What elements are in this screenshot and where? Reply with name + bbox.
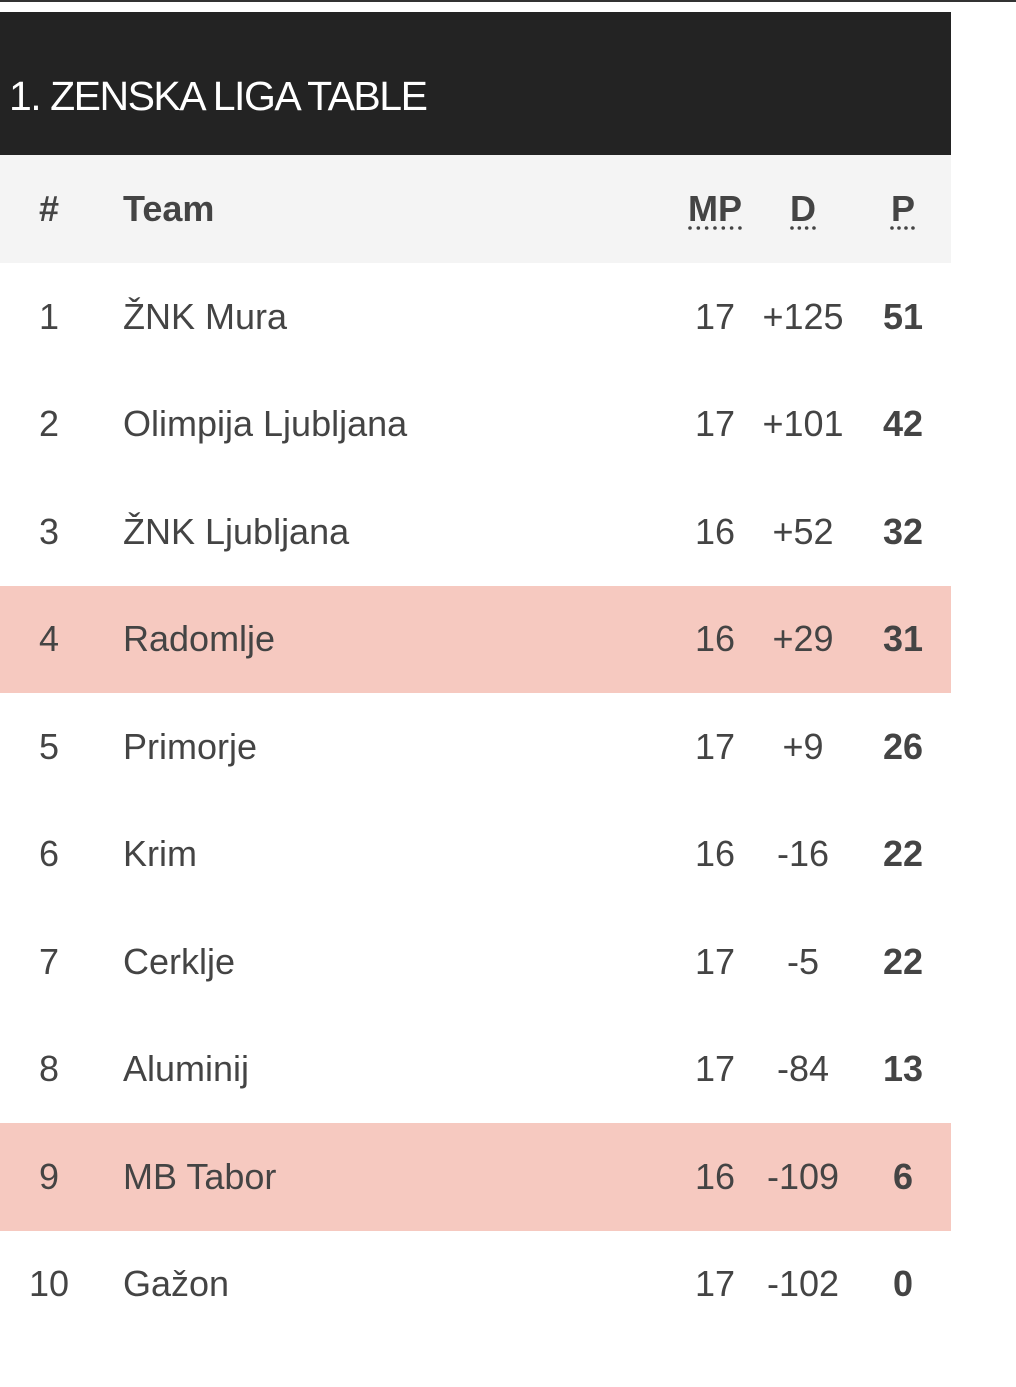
position-cell: 5 (38, 725, 60, 767)
table-row[interactable]: 1 ŽNK Mura 17 +125 51 (0, 263, 951, 371)
goal-difference-cell: +52 (772, 510, 834, 552)
goal-difference-cell: -84 (776, 1048, 830, 1090)
points-cell: 42 (882, 403, 924, 445)
table-row[interactable]: 4 Radomlje 16 +29 31 (0, 585, 951, 693)
table-title-bar: 1. ZENSKA LIGA TABLE (0, 12, 951, 155)
position-cell: 3 (38, 510, 60, 552)
table-row[interactable]: 6 Krim 16 -16 22 (0, 801, 951, 909)
points-cell: 32 (882, 510, 924, 552)
team-name[interactable]: Cerklje (123, 940, 236, 982)
matches-played-cell: 16 (694, 618, 736, 660)
top-divider (0, 0, 1016, 2)
points-cell: 31 (882, 618, 924, 660)
points-cell: 22 (882, 833, 924, 875)
position-cell: 6 (38, 833, 60, 875)
goal-difference-cell: -16 (776, 833, 830, 875)
goal-difference-cell: +125 (762, 295, 844, 337)
team-name[interactable]: Radomlje (123, 618, 276, 660)
position-cell: 2 (38, 403, 60, 445)
column-header-matches-played[interactable]: MP (688, 188, 742, 229)
team-name[interactable]: Gažon (123, 1263, 230, 1305)
position-cell: 8 (38, 1048, 60, 1090)
team-name[interactable]: MB Tabor (123, 1155, 277, 1197)
position-cell: 4 (38, 618, 60, 660)
team-name[interactable]: Primorje (123, 725, 258, 767)
position-cell: 10 (28, 1263, 70, 1305)
goal-difference-cell: -5 (786, 940, 819, 982)
position-cell: 9 (38, 1155, 60, 1197)
team-name[interactable]: ŽNK Ljubljana (123, 510, 350, 552)
matches-played-cell: 17 (694, 1263, 736, 1305)
points-cell: 0 (892, 1263, 914, 1305)
column-header-team: Team (123, 188, 215, 229)
table-row[interactable]: 9 MB Tabor 16 -109 6 (0, 1123, 951, 1231)
table-header-row: # Team MP D P (0, 155, 951, 263)
goal-difference-cell: +101 (762, 403, 844, 445)
column-header-points[interactable]: P (890, 188, 915, 229)
table-row[interactable]: 8 Aluminij 17 -84 13 (0, 1016, 951, 1124)
goal-difference-cell: -102 (766, 1263, 840, 1305)
team-name[interactable]: Aluminij (123, 1048, 250, 1090)
team-name[interactable]: Krim (123, 833, 197, 875)
matches-played-cell: 17 (694, 295, 736, 337)
goal-difference-cell: +9 (782, 725, 824, 767)
points-cell: 26 (882, 725, 924, 767)
points-cell: 13 (882, 1048, 924, 1090)
column-header-goal-difference[interactable]: D (790, 188, 816, 229)
matches-played-cell: 16 (694, 510, 736, 552)
matches-played-cell: 17 (694, 725, 736, 767)
column-header-position: # (38, 188, 60, 229)
table-row[interactable]: 3 ŽNK Ljubljana 16 +52 32 (0, 478, 951, 586)
table-row[interactable]: 2 Olimpija Ljubljana 17 +101 42 (0, 371, 951, 479)
points-cell: 6 (892, 1155, 914, 1197)
matches-played-cell: 17 (694, 403, 736, 445)
table-row[interactable]: 10 Gažon 17 -102 0 (0, 1231, 951, 1339)
goal-difference-cell: -109 (766, 1155, 840, 1197)
points-cell: 51 (882, 295, 924, 337)
table-row[interactable]: 5 Primorje 17 +9 26 (0, 693, 951, 801)
points-cell: 22 (882, 940, 924, 982)
goal-difference-cell: +29 (772, 618, 834, 660)
team-name[interactable]: ŽNK Mura (123, 295, 288, 337)
team-name[interactable]: Olimpija Ljubljana (123, 403, 408, 445)
matches-played-cell: 17 (694, 1048, 736, 1090)
matches-played-cell: 17 (694, 940, 736, 982)
matches-played-cell: 16 (694, 833, 736, 875)
table-title: 1. ZENSKA LIGA TABLE (9, 73, 428, 119)
position-cell: 7 (38, 940, 60, 982)
matches-played-cell: 16 (694, 1155, 736, 1197)
position-cell: 1 (38, 295, 60, 337)
table-row[interactable]: 7 Cerklje 17 -5 22 (0, 908, 951, 1016)
